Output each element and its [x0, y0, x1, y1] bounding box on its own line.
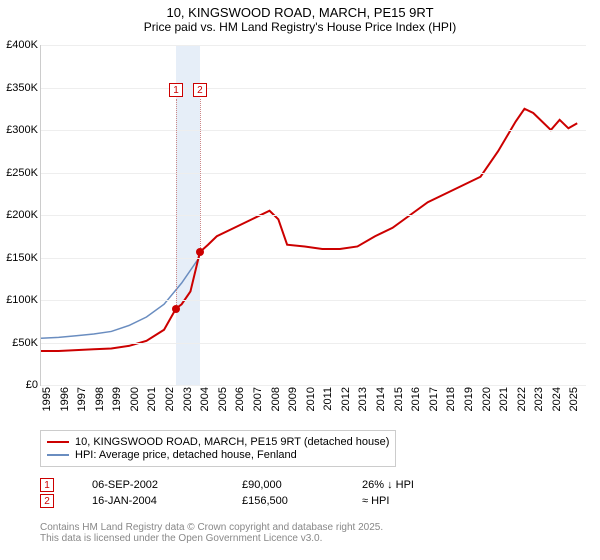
xtick-label: 2010: [305, 387, 317, 411]
ytick-label: £50K: [12, 337, 38, 349]
xtick-label: 2000: [129, 387, 141, 411]
gridline-y: [41, 300, 586, 301]
plot-area: £0£50K£100K£150K£200K£250K£300K£350K£400…: [40, 45, 586, 386]
marker-label: 2: [193, 83, 207, 97]
transaction-date: 16-JAN-2004: [92, 495, 242, 507]
xtick-label: 1997: [76, 387, 88, 411]
marker-dot: [196, 248, 204, 256]
marker-vline: [200, 99, 201, 252]
marker-vline: [176, 99, 177, 309]
xtick-label: 2023: [533, 387, 545, 411]
legend: 10, KINGSWOOD ROAD, MARCH, PE15 9RT (det…: [40, 430, 396, 467]
xtick-label: 2019: [463, 387, 475, 411]
gridline-y: [41, 258, 586, 259]
transaction-price: £156,500: [242, 495, 362, 507]
legend-label: 10, KINGSWOOD ROAD, MARCH, PE15 9RT (det…: [75, 436, 389, 448]
legend-row: 10, KINGSWOOD ROAD, MARCH, PE15 9RT (det…: [47, 436, 389, 448]
xtick-label: 2012: [340, 387, 352, 411]
xtick-label: 2004: [199, 387, 211, 411]
xtick-label: 2018: [445, 387, 457, 411]
ytick-label: £200K: [6, 209, 38, 221]
xtick-label: 2013: [357, 387, 369, 411]
legend-swatch: [47, 441, 69, 443]
copyright-line-1: Contains HM Land Registry data © Crown c…: [40, 522, 383, 533]
xtick-label: 1996: [59, 387, 71, 411]
transaction-marker: 2: [40, 494, 54, 508]
xtick-label: 2014: [375, 387, 387, 411]
xtick-label: 2025: [568, 387, 580, 411]
xtick-label: 2022: [516, 387, 528, 411]
ytick-label: £100K: [6, 294, 38, 306]
xtick-label: 2024: [551, 387, 563, 411]
gridline-y: [41, 385, 586, 386]
transaction-note: 26% ↓ HPI: [362, 479, 414, 491]
xtick-label: 2020: [481, 387, 493, 411]
transaction-rows: 1 06-SEP-2002£90,00026% ↓ HPI 2 16-JAN-2004…: [40, 476, 414, 510]
legend-swatch: [47, 454, 69, 456]
xtick-label: 2002: [164, 387, 176, 411]
ytick-label: £350K: [6, 82, 38, 94]
marker-label: 1: [169, 83, 183, 97]
transaction-price: £90,000: [242, 479, 362, 491]
xtick-label: 1995: [41, 387, 53, 411]
legend-label: HPI: Average price, detached house, Fenl…: [75, 449, 297, 461]
transaction-note: ≈ HPI: [362, 495, 389, 507]
transaction-row: 1 06-SEP-2002£90,00026% ↓ HPI: [40, 478, 414, 492]
xtick-label: 2008: [270, 387, 282, 411]
gridline-y: [41, 45, 586, 46]
xtick-label: 2016: [410, 387, 422, 411]
xtick-label: 2021: [498, 387, 510, 411]
xtick-label: 2011: [322, 387, 334, 411]
ytick-label: £0: [26, 379, 38, 391]
gridline-y: [41, 343, 586, 344]
xtick-label: 2007: [252, 387, 264, 411]
chart-subtitle: Price paid vs. HM Land Registry's House …: [0, 20, 600, 34]
xtick-label: 2015: [393, 387, 405, 411]
ytick-label: £250K: [6, 167, 38, 179]
chart-title: 10, KINGSWOOD ROAD, MARCH, PE15 9RT: [0, 0, 600, 20]
xtick-label: 2009: [287, 387, 299, 411]
gridline-y: [41, 130, 586, 131]
xtick-label: 1998: [94, 387, 106, 411]
xtick-label: 1999: [111, 387, 123, 411]
ytick-label: £300K: [6, 124, 38, 136]
ytick-label: £400K: [6, 39, 38, 51]
copyright-notice: Contains HM Land Registry data © Crown c…: [40, 522, 383, 544]
gridline-y: [41, 215, 586, 216]
copyright-line-2: This data is licensed under the Open Gov…: [40, 533, 383, 544]
gridline-y: [41, 88, 586, 89]
xtick-label: 2003: [182, 387, 194, 411]
legend-row: HPI: Average price, detached house, Fenl…: [47, 449, 389, 461]
xtick-label: 2006: [234, 387, 246, 411]
price-paid-line: [41, 109, 577, 351]
gridline-y: [41, 173, 586, 174]
xtick-label: 2001: [146, 387, 158, 411]
transaction-marker: 1: [40, 478, 54, 492]
marker-dot: [172, 305, 180, 313]
ytick-label: £150K: [6, 252, 38, 264]
xtick-label: 2005: [217, 387, 229, 411]
transaction-date: 06-SEP-2002: [92, 479, 242, 491]
xtick-label: 2017: [428, 387, 440, 411]
transaction-row: 2 16-JAN-2004£156,500≈ HPI: [40, 494, 414, 508]
